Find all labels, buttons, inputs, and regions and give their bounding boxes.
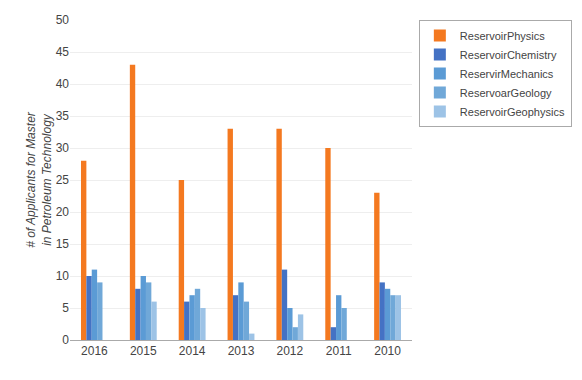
svg-text:2011: 2011 <box>326 344 352 358</box>
svg-text:45: 45 <box>56 45 70 59</box>
svg-text:30: 30 <box>56 141 70 155</box>
svg-text:2012: 2012 <box>277 344 304 358</box>
svg-text:10: 10 <box>56 269 70 283</box>
svg-text:2010: 2010 <box>374 344 401 358</box>
svg-text:2016: 2016 <box>81 344 108 358</box>
svg-text:40: 40 <box>56 77 70 91</box>
svg-text:ReservoirChemistry: ReservoirChemistry <box>460 49 557 61</box>
svg-text:ReservoirPhysics: ReservoirPhysics <box>460 30 545 42</box>
svg-text:50: 50 <box>56 13 70 27</box>
svg-text:20: 20 <box>56 205 70 219</box>
svg-text:25: 25 <box>56 173 70 187</box>
svg-text:35: 35 <box>56 109 70 123</box>
svg-text:ReservoarGeology: ReservoarGeology <box>460 87 552 99</box>
svg-text:2013: 2013 <box>228 344 255 358</box>
svg-text:15: 15 <box>56 237 70 251</box>
svg-text:5: 5 <box>62 301 69 315</box>
svg-text:2014: 2014 <box>179 344 206 358</box>
svg-text:0: 0 <box>62 333 69 347</box>
svg-text:ReservirMechanics: ReservirMechanics <box>460 68 554 80</box>
svg-text:# of Applicants for Masterin P: # of Applicants for Masterin Petroleum T… <box>24 111 54 248</box>
svg-text:2015: 2015 <box>130 344 157 358</box>
svg-text:ReservoirGeophysics: ReservoirGeophysics <box>460 106 565 118</box>
